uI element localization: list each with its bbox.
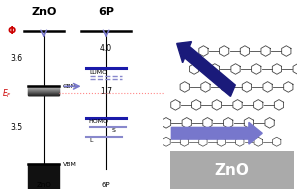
Text: ZnO: ZnO: [36, 182, 51, 188]
FancyArrow shape: [171, 122, 262, 144]
Text: Φ: Φ: [7, 26, 15, 36]
Text: L: L: [89, 138, 93, 143]
FancyArrow shape: [177, 42, 235, 96]
Text: 4.0: 4.0: [100, 44, 112, 53]
Text: 1.7: 1.7: [100, 87, 112, 96]
Text: LUMO: LUMO: [90, 70, 108, 75]
Text: S: S: [112, 129, 116, 133]
Text: 3.5: 3.5: [11, 123, 23, 132]
Text: ZnO: ZnO: [215, 163, 249, 178]
Text: 3.6: 3.6: [11, 54, 23, 63]
Text: ZnO: ZnO: [31, 6, 56, 16]
Text: CBM: CBM: [63, 84, 77, 89]
Text: $\mathit{E_F}$: $\mathit{E_F}$: [2, 87, 12, 100]
Text: 6P: 6P: [98, 6, 114, 16]
Text: 6P: 6P: [102, 182, 110, 188]
Text: VBM: VBM: [63, 162, 77, 167]
Text: HOMO: HOMO: [88, 119, 108, 124]
Bar: [170, 151, 294, 189]
